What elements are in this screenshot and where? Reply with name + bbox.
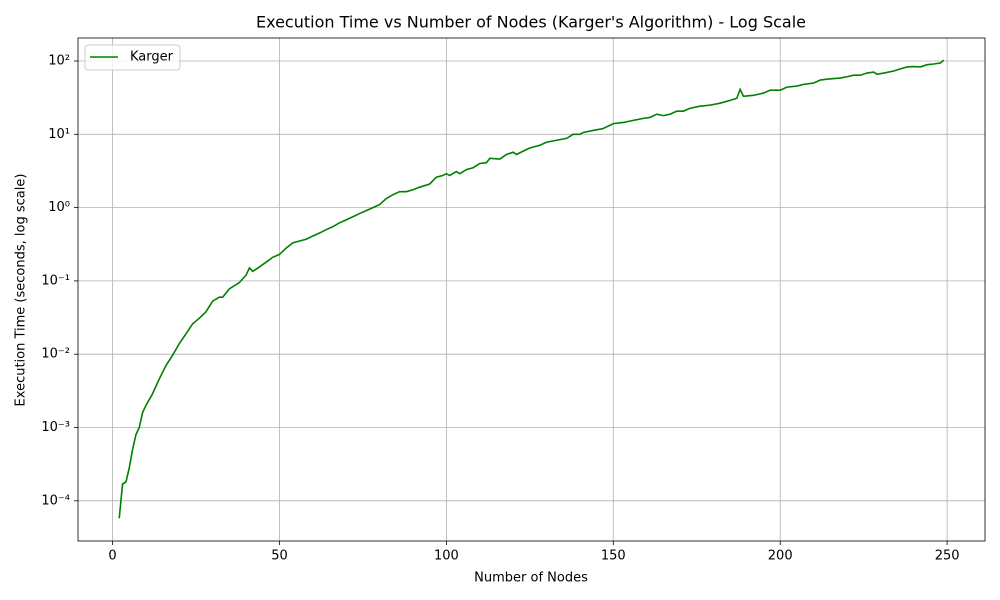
data-line <box>118 59 945 519</box>
legend-box <box>84 44 181 71</box>
x-tick-label: 0 <box>108 549 116 564</box>
plot-area: 0 50 100 150 200 250 10⁻⁴ 10⁻³ 10⁻² 10⁻¹ 10⁰ 10¹ 10²… <box>41 37 986 564</box>
axes-frame <box>77 37 986 542</box>
y-tick-label: 10² <box>48 54 70 69</box>
y-tick-label: 10⁻³ <box>41 420 70 435</box>
x-axis-label: Number of Nodes <box>474 571 588 586</box>
x-tick-label: 200 <box>768 549 793 564</box>
y-tick-label: 10⁻⁴ <box>41 493 70 508</box>
x-tick-label: 100 <box>434 549 459 564</box>
x-tick-label: 150 <box>601 549 626 564</box>
chart-title: Execution Time vs Number of Nodes (Karge… <box>256 13 806 32</box>
y-tick-label: 10¹ <box>48 127 70 142</box>
y-axis-label: Execution Time (seconds, log scale) <box>14 174 29 407</box>
y-tick-label: 10⁰ <box>48 200 70 215</box>
x-tick-label: 50 <box>271 549 288 564</box>
x-tick-label: 250 <box>935 549 960 564</box>
y-tick-label: 10⁻¹ <box>41 273 70 288</box>
legend-label: Karger <box>130 50 174 65</box>
y-tick-label: 10⁻² <box>41 347 70 362</box>
